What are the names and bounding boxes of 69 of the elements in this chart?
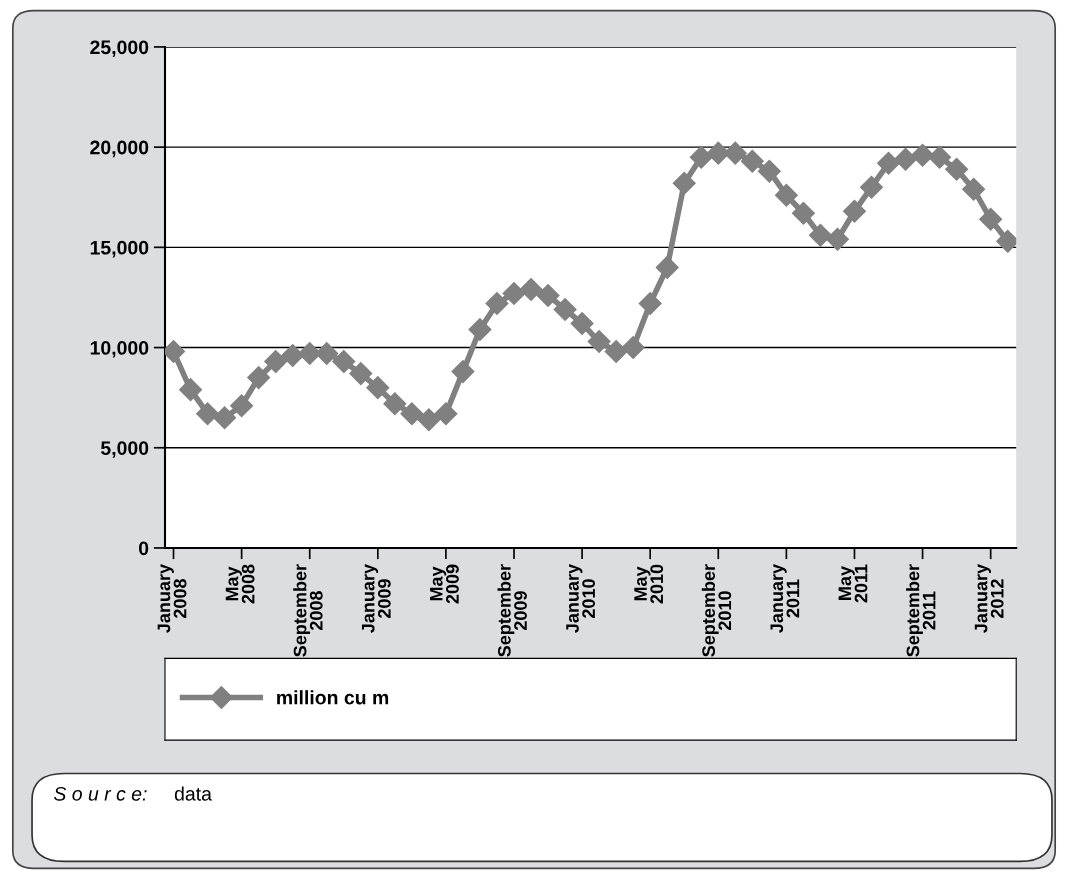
point: [791, 201, 815, 225]
x-tick-label: May 2011: [838, 564, 868, 603]
x-tick-label: September 2008: [293, 564, 323, 657]
point: [468, 318, 492, 342]
x-tick-label: September 2011: [906, 564, 936, 657]
point: [553, 297, 577, 321]
point: [842, 199, 866, 223]
x-tick-label: May 2008: [225, 564, 255, 604]
point: [740, 149, 764, 173]
point: [400, 402, 424, 426]
point: [247, 366, 271, 390]
point: [281, 344, 305, 368]
x-tick-label: January 2008: [157, 564, 187, 633]
point: [485, 291, 509, 315]
point: [604, 340, 628, 364]
point: [621, 336, 645, 360]
x-tick-label: January 2012: [974, 564, 1004, 633]
x-tick-label: January 2009: [361, 564, 391, 633]
point: [434, 402, 458, 426]
point: [451, 360, 475, 384]
point: [366, 376, 390, 400]
point: [383, 392, 407, 416]
y-tick-label: 25,000: [90, 40, 149, 57]
point: [519, 277, 543, 301]
x-tick-label: September 2009: [497, 564, 527, 657]
x-tick-label: January 2010: [566, 564, 596, 633]
point: [655, 255, 679, 279]
point: [349, 362, 373, 386]
point: [962, 177, 986, 201]
y-tick-label: 15,000: [90, 240, 149, 258]
y-tick-label: 10,000: [90, 341, 149, 358]
y-tick-label: 5,000: [100, 441, 149, 458]
point: [638, 291, 662, 315]
point: [979, 207, 1003, 231]
point: [502, 281, 526, 305]
x-tick-label: May 2009: [430, 564, 459, 604]
point: [179, 378, 203, 402]
point: [689, 145, 713, 169]
text: S o u r c e:: [53, 786, 147, 801]
point: [928, 145, 952, 169]
point: [877, 151, 901, 175]
point: [757, 159, 781, 183]
point: [570, 312, 594, 336]
point: [672, 171, 696, 195]
x-tick-label: September 2010: [701, 564, 732, 657]
point: [945, 157, 969, 181]
point: [825, 227, 849, 251]
point: [808, 223, 832, 247]
point: [417, 408, 441, 432]
point: [723, 141, 747, 165]
point: [230, 394, 254, 418]
point: [196, 402, 220, 426]
point: [213, 406, 237, 430]
point: [315, 342, 339, 366]
point: [536, 283, 560, 307]
legend-label: million cu m: [277, 690, 389, 705]
point: [860, 175, 883, 199]
point: [706, 141, 730, 165]
point: [911, 143, 935, 167]
point: [332, 350, 356, 374]
point: [894, 147, 918, 171]
text: data: [174, 786, 212, 801]
point: [774, 183, 798, 207]
point: [587, 330, 611, 354]
x-tick-label: May 2010: [634, 564, 664, 604]
y-tick-label: 0: [138, 541, 149, 556]
y-tick-label: 20,000: [90, 140, 149, 158]
point: [264, 350, 288, 374]
x-tick-label: January 2011: [770, 564, 800, 633]
